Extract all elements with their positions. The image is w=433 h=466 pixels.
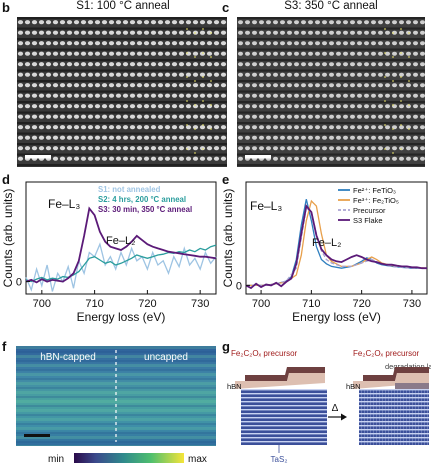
panel-d-series-line-0 <box>25 242 217 292</box>
panel-g-tas2-stack-right <box>359 389 429 445</box>
panel-d-eels-chart: 700 710 720 730 0 Energy loss (eV) Counts (arb… <box>1 181 217 324</box>
panel-d-ylabel: Counts (arb. units) <box>1 189 15 288</box>
panel-e-letter: e <box>222 172 230 187</box>
panel-d-legend-label-2: S3: 30 min, 350 °C anneal <box>98 205 192 214</box>
panel-d-series-line-1 <box>25 244 217 283</box>
panel-g-hbn-left: hBN <box>227 382 242 391</box>
panel-b-scale-bar <box>25 155 51 159</box>
panel-d-annotation-l3: Fe–L₃ <box>48 197 80 211</box>
panel-e-legend-label-2: Precursor <box>353 206 386 215</box>
panel-d-xtick-label-1: 710 <box>85 298 103 310</box>
panel-e-series-line-2 <box>246 206 427 287</box>
panel-f-label-right: uncapped <box>144 352 188 363</box>
panel-g-letter: g <box>222 339 230 354</box>
panel-e-eels-chart: 700 710 720 730 0 Energy loss (eV) Counts (arb… <box>221 181 428 324</box>
panel-b-letter: b <box>2 0 10 15</box>
panel-e-xlabel: Energy loss (eV) <box>292 310 381 324</box>
panel-c-letter: c <box>222 0 230 15</box>
panel-e-xtick-label-1: 710 <box>302 298 320 310</box>
panel-f-letter: f <box>2 339 7 354</box>
panel-d-xlabel: Energy loss (eV) <box>77 310 166 324</box>
panel-d-xtick-label-2: 720 <box>138 298 156 310</box>
panel-b-stem-image <box>17 17 227 167</box>
panel-f-scale-bar <box>24 434 50 437</box>
panel-e-legend-label-3: S3 Flake <box>353 216 383 225</box>
panel-g-precursor-layer-right <box>363 367 429 381</box>
panel-g-hbn-layer-right <box>353 373 429 389</box>
panel-d-annotation-l2: Fe–L₂ <box>106 235 135 247</box>
panel-c-scale-bar <box>245 155 271 159</box>
panel-d-xtick-label-3: 730 <box>191 298 209 310</box>
panel-e-ylabel: Counts (arb. units) <box>221 189 235 288</box>
panel-f-map: hBN-capped uncapped <box>16 346 216 446</box>
panel-g-precursor-left: Fe₂C₂Oₓ precursor <box>231 349 298 358</box>
panel-d-legend-label-0: S1: not annealed <box>98 185 161 194</box>
panel-d-series-line-2 <box>25 206 217 284</box>
panel-g-precursor-right: Fe₂C₂Oₓ precursor <box>353 349 420 358</box>
panel-f-colorbar: min max <box>48 453 207 465</box>
panel-g-precursor-layer-left <box>245 367 325 381</box>
panel-d-plot-frame <box>25 181 217 295</box>
panel-e-annotation-l3: Fe–L₃ <box>250 199 282 213</box>
panel-e-xtick-label-3: 730 <box>403 298 421 310</box>
panel-b-dot-overlay <box>186 28 212 154</box>
panel-c-dot-overlay <box>384 28 410 154</box>
panel-c-stem-image <box>237 17 425 167</box>
panel-c-title: S3: 350 °C anneal <box>284 0 378 12</box>
panel-f-cbar-gradient <box>74 453 184 463</box>
panel-b-title: S1: 100 °C anneal <box>76 0 170 12</box>
panel-g-substrate-label: TaS₂ <box>271 455 288 464</box>
panel-f-cbar-max: max <box>188 454 207 465</box>
panel-f-cbar-min: min <box>48 454 64 465</box>
panel-d-ytick-label-0: 0 <box>16 277 22 289</box>
panel-e-series-line-3 <box>245 204 427 290</box>
panel-f-label-left: hBN-capped <box>40 352 96 363</box>
panel-e-xtick-label-2: 720 <box>352 298 370 310</box>
panel-e-legend-label-1: Fe³⁺: Fe₂TiO₅ <box>353 196 399 205</box>
panel-e-annotation-l2: Fe–L₂ <box>312 237 341 249</box>
panel-d-xtick-label-0: 700 <box>33 298 51 310</box>
panel-d-legend-label-1: S2: 4 hrs, 200 °C anneal <box>98 195 186 204</box>
panel-g-tas2-stack-left <box>241 389 327 445</box>
panel-e-ytick-label-0: 0 <box>236 280 242 292</box>
panel-g-degradation-layer <box>395 383 429 389</box>
panel-g-degradation-label: degradation layer <box>385 362 431 371</box>
panel-g-delta: Δ <box>332 403 339 414</box>
panel-e-xtick-label-0: 700 <box>252 298 270 310</box>
panel-e-legend-label-0: Fe²⁺: FeTiO₃ <box>353 186 396 195</box>
panel-e-plot-frame <box>245 181 428 295</box>
panel-d-letter: d <box>2 172 10 187</box>
panel-g-schematic: Fe₂C₂Oₓ precursor hBN TaS₂ Δ Fe₂C₂Oₓ pre… <box>227 349 431 464</box>
panel-g-hbn-layer-left <box>235 373 325 389</box>
panel-g-hbn-right: hBN <box>346 382 361 391</box>
